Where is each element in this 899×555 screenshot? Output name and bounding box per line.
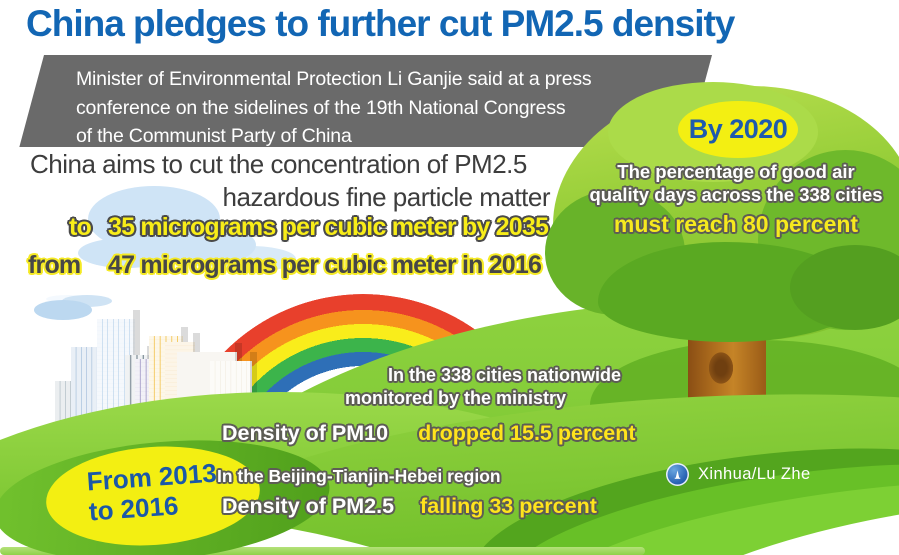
pm25-value: falling 33 percent <box>420 494 597 518</box>
tree-callout-text: The percentage of good air quality days … <box>560 160 899 236</box>
tree-callout-highlight: must reach 80 percent <box>613 211 859 237</box>
nationwide-context-line-2: monitored by the ministry <box>345 388 567 408</box>
tree-trunk-knot <box>704 346 738 390</box>
baseline-2016-line: from 47 micrograms per cubic meter in 20… <box>28 251 542 280</box>
baseline-prefix: from <box>28 251 81 279</box>
target-2035-line: to 35 micrograms per cubic meter by 2035 <box>52 213 549 242</box>
xinhua-logo-icon <box>666 463 689 486</box>
pm25-label: Density of PM2.5 <box>222 494 395 518</box>
baseline-text: 47 micrograms per cubic meter in 2016 <box>108 251 542 279</box>
pm10-value: dropped 15.5 percent <box>418 421 636 445</box>
banner-line-1: Minister of Environmental Protection Li … <box>76 68 592 90</box>
target-prefix: to <box>69 213 92 241</box>
pm10-label: Density of PM10 <box>222 421 389 445</box>
statement-block: China aims to cut the concentration of P… <box>30 148 570 214</box>
pm25-stat-row: Density of PM2.5 falling 33 percent <box>222 494 597 519</box>
credit-line: Xinhua/Lu Zhe <box>666 463 811 486</box>
target-text: 35 micrograms per cubic meter by 2035 <box>108 213 549 241</box>
nationwide-context-line-1: In the 338 cities nationwide <box>388 365 622 385</box>
tree-callout-line-2: quality days across the 338 cities <box>589 184 883 205</box>
statement-line-1: China aims to cut the concentration of P… <box>30 149 527 179</box>
tree-crown-right-dark <box>790 245 899 330</box>
cloud-large <box>88 186 220 252</box>
page-title: China pledges to further cut PM2.5 densi… <box>26 3 735 44</box>
pm10-stat-row: Density of PM10 dropped 15.5 percent <box>222 421 636 446</box>
cloud-small <box>34 300 92 320</box>
xinhua-emblem-glyph <box>674 470 681 479</box>
credit-text: Xinhua/Lu Zhe <box>698 465 811 483</box>
statement-line-2: hazardous fine particle matter <box>222 182 550 212</box>
by-2020-badge: By 2020 <box>678 101 798 158</box>
bottom-grass-sliver <box>0 547 645 555</box>
region-context: In the Beijing-Tianjin-Hebei region <box>217 466 501 486</box>
by-2020-label: By 2020 <box>688 114 788 144</box>
tree-callout-line-1: The percentage of good air <box>617 161 855 182</box>
